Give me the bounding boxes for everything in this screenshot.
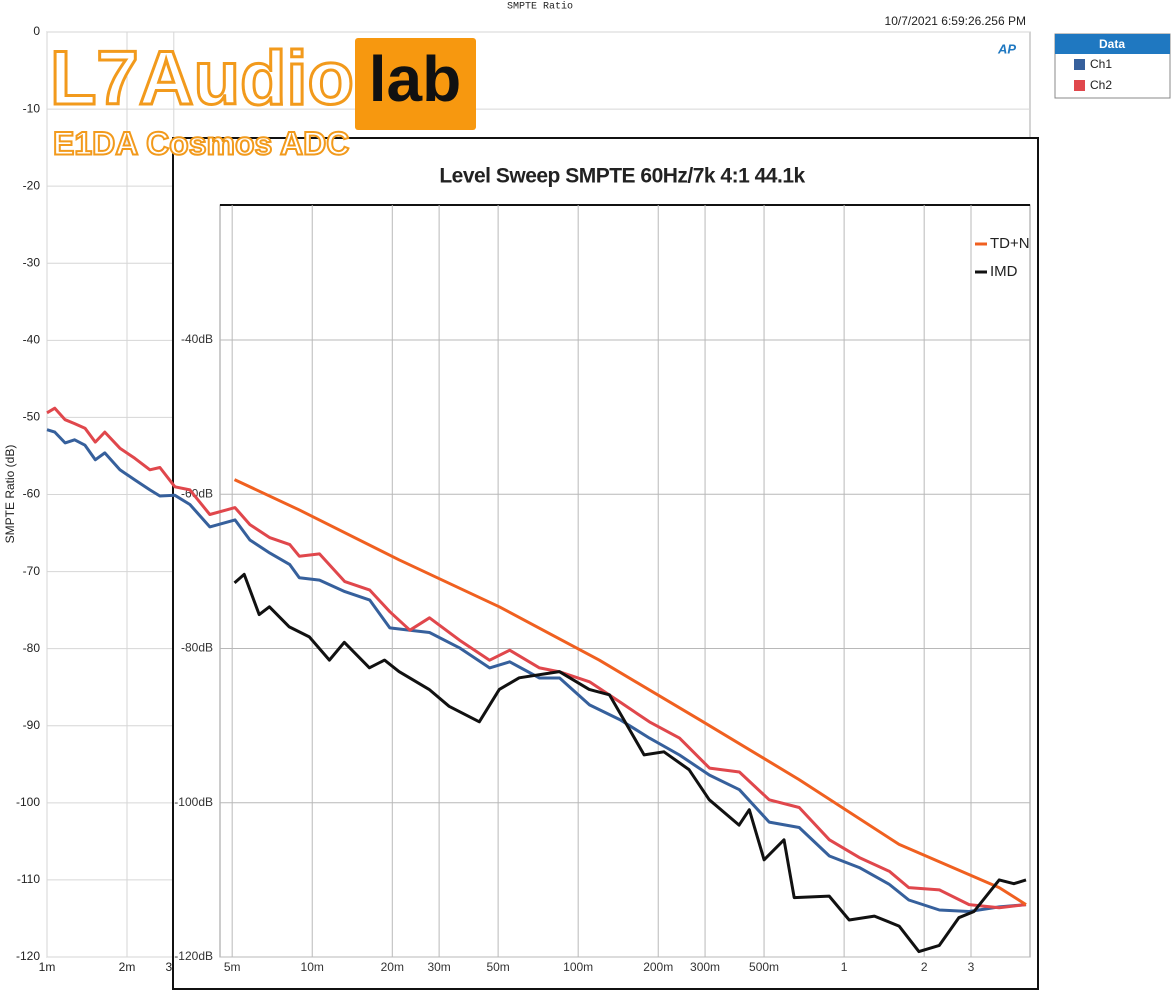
legend-label: IMD (990, 263, 1018, 280)
x-tick-label: 50m (486, 960, 509, 974)
x-tick-label: 3 (968, 960, 975, 974)
y-tick-label: -90 (23, 718, 41, 732)
legend-header (1055, 34, 1170, 54)
legend-label: Ch1 (1090, 57, 1112, 71)
y-tick-label: -50 (23, 410, 41, 424)
x-tick-label: 30m (427, 960, 450, 974)
x-tick-label: 1m (39, 960, 56, 974)
ap-logo: AP (997, 41, 1016, 56)
series-line (46, 428, 1027, 913)
x-tick-label: 5m (224, 960, 241, 974)
legend-label: Ch2 (1090, 78, 1112, 92)
brand-badge-text: lab (369, 43, 461, 115)
y-axis-title: SMPTE Ratio (dB) (3, 445, 17, 544)
x-tick-label: 300m (690, 960, 720, 974)
x-tick-label: 20m (381, 960, 404, 974)
x-tick-label: 2 (921, 960, 928, 974)
series-line (46, 406, 1027, 910)
y-tick-label: -80dB (181, 641, 213, 655)
y-tick-label: -70 (23, 564, 41, 578)
chart-title: SMPTE Ratio (507, 1, 573, 13)
x-tick-label: 500m (749, 960, 779, 974)
y-tick-label: -100dB (174, 795, 213, 809)
brand-subtitle: E1DA Cosmos ADC (53, 125, 349, 161)
series-line (233, 572, 1027, 954)
x-tick-label: 10m (301, 960, 324, 974)
x-tick-label: 2m (119, 960, 136, 974)
timestamp: 10/7/2021 6:59:26.256 PM (885, 14, 1026, 28)
y-tick-label: -20 (23, 178, 41, 192)
series-line (233, 478, 1027, 906)
legend-label: TD+N (990, 235, 1030, 252)
x-tick-label: 100m (563, 960, 593, 974)
y-tick-label: -60 (23, 487, 41, 501)
legend-swatch (1074, 59, 1085, 70)
x-tick-label: 200m (643, 960, 673, 974)
y-tick-label: -80 (23, 641, 41, 655)
y-tick-label: -40 (23, 333, 41, 347)
y-tick-label: -100 (16, 795, 40, 809)
brand-text: L7Audio (50, 36, 354, 121)
y-tick-label: -40dB (181, 332, 213, 346)
inset-plot-area (219, 204, 1031, 958)
y-tick-label: -120 (16, 949, 40, 963)
brand-badge (355, 38, 476, 130)
y-tick-label: -10 (23, 101, 41, 115)
y-tick-label: 0 (33, 24, 40, 38)
y-tick-label: -120dB (174, 949, 213, 963)
y-tick-label: -30 (23, 255, 41, 269)
inset-title: Level Sweep SMPTE 60Hz/7k 4:1 44.1k (439, 165, 805, 188)
legend-title: Data (1099, 37, 1125, 51)
x-tick-label: 1 (841, 960, 848, 974)
y-tick-label: -110 (17, 872, 40, 886)
legend-swatch (1074, 80, 1085, 91)
